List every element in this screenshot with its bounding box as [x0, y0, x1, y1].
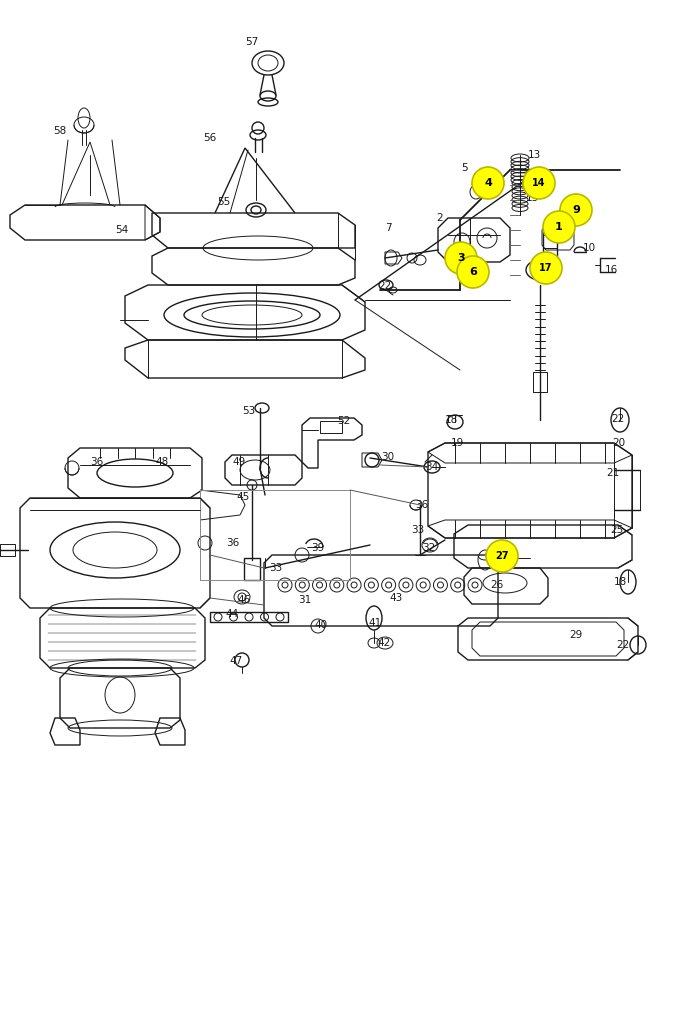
Text: 36: 36: [415, 500, 428, 510]
Text: 36: 36: [90, 457, 103, 468]
Text: 47: 47: [229, 656, 243, 666]
Text: 44: 44: [225, 609, 238, 619]
Text: 14: 14: [532, 178, 546, 188]
Text: 54: 54: [115, 225, 129, 235]
Text: 49: 49: [232, 457, 245, 468]
Text: 42: 42: [377, 638, 391, 648]
Text: 20: 20: [612, 438, 626, 448]
Bar: [320, 421, 342, 433]
Text: 32: 32: [422, 543, 435, 553]
Text: 33: 33: [269, 563, 282, 573]
Text: 26: 26: [491, 580, 503, 590]
Text: 15: 15: [526, 193, 539, 203]
Text: 22: 22: [612, 414, 625, 424]
Text: 18: 18: [445, 415, 458, 425]
Text: 5: 5: [461, 163, 468, 173]
Text: 19: 19: [450, 438, 463, 448]
Circle shape: [523, 167, 555, 199]
Text: 13: 13: [527, 150, 540, 160]
Circle shape: [445, 242, 477, 274]
Text: 48: 48: [155, 457, 168, 468]
Text: 36: 36: [226, 538, 240, 548]
Text: 25: 25: [610, 525, 624, 535]
Bar: [543, 228, 557, 266]
Text: 2: 2: [437, 213, 443, 223]
Text: 3: 3: [457, 253, 465, 263]
Circle shape: [560, 194, 592, 226]
Text: 9: 9: [572, 205, 580, 215]
Text: 33: 33: [412, 525, 424, 535]
Circle shape: [457, 256, 489, 288]
Text: 17: 17: [539, 263, 553, 273]
Text: 30: 30: [382, 452, 394, 462]
Text: 18: 18: [614, 577, 626, 587]
Text: 39: 39: [311, 543, 324, 553]
Text: 16: 16: [605, 265, 618, 275]
Text: 58: 58: [53, 126, 66, 136]
Bar: [210, 612, 288, 622]
Text: 7: 7: [384, 223, 391, 233]
Text: 22: 22: [378, 281, 391, 291]
Text: 52: 52: [338, 416, 351, 426]
Text: 34: 34: [426, 462, 439, 472]
Circle shape: [530, 252, 562, 284]
Bar: [533, 372, 547, 392]
Circle shape: [486, 540, 518, 572]
Text: 10: 10: [582, 243, 596, 253]
Text: 57: 57: [245, 37, 259, 47]
Text: 53: 53: [243, 406, 256, 416]
Text: 1: 1: [555, 222, 563, 232]
Text: 56: 56: [203, 133, 217, 143]
Text: 46: 46: [238, 595, 251, 605]
Text: 31: 31: [298, 595, 312, 605]
Bar: [244, 558, 260, 580]
Circle shape: [543, 211, 575, 243]
Bar: [474, 173, 486, 181]
Text: 27: 27: [496, 551, 509, 561]
Text: 41: 41: [368, 618, 382, 628]
Text: 43: 43: [389, 593, 403, 603]
Text: 21: 21: [606, 468, 619, 478]
Text: 45: 45: [236, 492, 250, 502]
Circle shape: [472, 167, 504, 199]
Text: 22: 22: [617, 640, 630, 650]
Text: 40: 40: [315, 620, 328, 630]
Text: 29: 29: [570, 630, 583, 640]
Text: 6: 6: [469, 267, 477, 277]
Text: 55: 55: [217, 197, 231, 207]
Text: 4: 4: [484, 178, 492, 188]
